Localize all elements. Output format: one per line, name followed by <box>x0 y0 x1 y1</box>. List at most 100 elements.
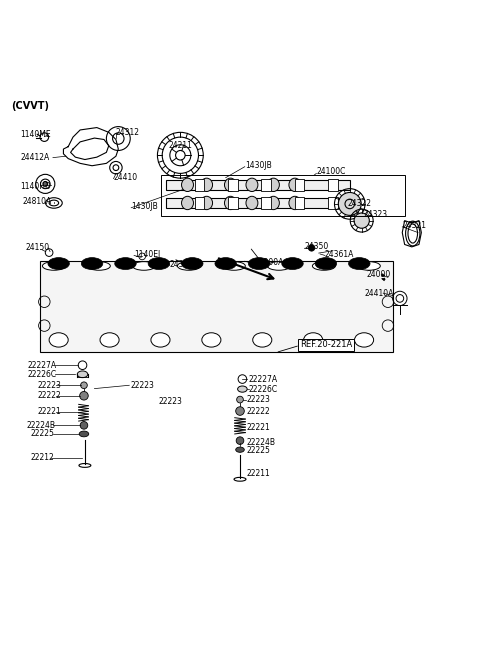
Text: 22223: 22223 <box>130 380 154 390</box>
Text: 24200A: 24200A <box>254 258 284 267</box>
Text: 24410A: 24410A <box>364 289 394 298</box>
Text: 22224B: 22224B <box>26 421 55 430</box>
Ellipse shape <box>202 333 221 347</box>
Ellipse shape <box>267 196 279 210</box>
Ellipse shape <box>236 447 244 453</box>
Ellipse shape <box>49 333 68 347</box>
Text: 24312: 24312 <box>116 128 140 137</box>
Ellipse shape <box>178 262 200 270</box>
Text: 24361A: 24361A <box>325 249 354 258</box>
Bar <box>262 178 271 191</box>
Ellipse shape <box>215 258 237 270</box>
Text: 24211: 24211 <box>168 141 192 150</box>
Ellipse shape <box>42 262 65 270</box>
Text: 22222: 22222 <box>246 407 270 415</box>
Ellipse shape <box>225 178 237 192</box>
Text: 24350: 24350 <box>304 242 329 251</box>
Text: 22227A: 22227A <box>28 361 57 370</box>
Text: 24100C: 24100C <box>316 167 346 176</box>
Ellipse shape <box>253 333 272 347</box>
Text: REF.20-221A: REF.20-221A <box>300 340 352 349</box>
Ellipse shape <box>289 196 301 210</box>
Ellipse shape <box>79 431 89 437</box>
Circle shape <box>43 182 48 186</box>
Text: (CVVT): (CVVT) <box>11 101 49 112</box>
Ellipse shape <box>267 262 290 270</box>
Ellipse shape <box>201 196 213 210</box>
Text: 22224B: 22224B <box>246 438 275 447</box>
Circle shape <box>176 150 185 160</box>
Ellipse shape <box>267 178 279 192</box>
Ellipse shape <box>248 258 270 270</box>
Ellipse shape <box>115 258 136 270</box>
Text: 24410: 24410 <box>114 173 138 182</box>
Text: 24810A: 24810A <box>23 197 52 206</box>
Ellipse shape <box>79 464 91 467</box>
Ellipse shape <box>87 262 110 270</box>
Circle shape <box>80 392 88 400</box>
Circle shape <box>237 396 243 403</box>
Bar <box>295 178 304 191</box>
Bar <box>195 197 204 209</box>
Ellipse shape <box>234 478 246 482</box>
Ellipse shape <box>181 196 193 210</box>
Ellipse shape <box>48 258 70 270</box>
Text: 1140HD: 1140HD <box>21 182 51 192</box>
Text: 1140ME: 1140ME <box>21 131 51 139</box>
Text: 22222: 22222 <box>37 391 61 400</box>
Text: 24323: 24323 <box>363 211 387 219</box>
Text: 22211: 22211 <box>246 469 270 478</box>
Bar <box>228 197 238 209</box>
Text: 24000: 24000 <box>366 270 391 279</box>
Circle shape <box>81 382 87 388</box>
Ellipse shape <box>304 333 323 347</box>
Text: 24322: 24322 <box>348 199 372 209</box>
Ellipse shape <box>358 262 380 270</box>
Bar <box>228 178 238 191</box>
Ellipse shape <box>225 196 237 210</box>
Bar <box>295 197 304 209</box>
Circle shape <box>236 407 244 415</box>
Circle shape <box>308 245 315 251</box>
Bar <box>166 180 350 190</box>
Text: 22223: 22223 <box>37 380 61 390</box>
Text: 1430JB: 1430JB <box>245 161 272 171</box>
Ellipse shape <box>181 178 193 192</box>
Text: 22221: 22221 <box>246 422 270 432</box>
Text: 24150: 24150 <box>25 243 49 253</box>
Ellipse shape <box>289 178 301 192</box>
Text: 22225: 22225 <box>31 430 55 438</box>
Text: 22221: 22221 <box>37 407 61 416</box>
Text: 22227A: 22227A <box>249 375 278 384</box>
Ellipse shape <box>315 258 336 270</box>
Text: 22226C: 22226C <box>28 370 57 379</box>
Ellipse shape <box>222 262 245 270</box>
Circle shape <box>338 192 361 215</box>
Ellipse shape <box>355 333 373 347</box>
Ellipse shape <box>181 258 203 270</box>
Bar <box>262 197 271 209</box>
Ellipse shape <box>148 258 169 270</box>
Text: 22226C: 22226C <box>249 384 278 394</box>
Ellipse shape <box>151 333 170 347</box>
Ellipse shape <box>81 258 103 270</box>
Ellipse shape <box>238 386 247 392</box>
Ellipse shape <box>201 178 213 192</box>
Bar <box>195 178 204 191</box>
Ellipse shape <box>132 262 156 270</box>
Ellipse shape <box>246 196 258 210</box>
Ellipse shape <box>348 258 370 270</box>
Bar <box>161 175 405 216</box>
Text: 22225: 22225 <box>246 445 270 455</box>
Bar <box>328 197 338 209</box>
Bar <box>39 261 393 352</box>
Ellipse shape <box>77 371 88 378</box>
Text: 1140EJ: 1140EJ <box>134 249 160 258</box>
Circle shape <box>80 422 88 429</box>
Text: 24412A: 24412A <box>21 153 50 162</box>
Text: 22212: 22212 <box>31 453 55 462</box>
Ellipse shape <box>246 178 258 192</box>
Text: 24321: 24321 <box>402 221 426 230</box>
Text: 22223: 22223 <box>246 395 270 404</box>
Text: 22223: 22223 <box>159 398 183 407</box>
